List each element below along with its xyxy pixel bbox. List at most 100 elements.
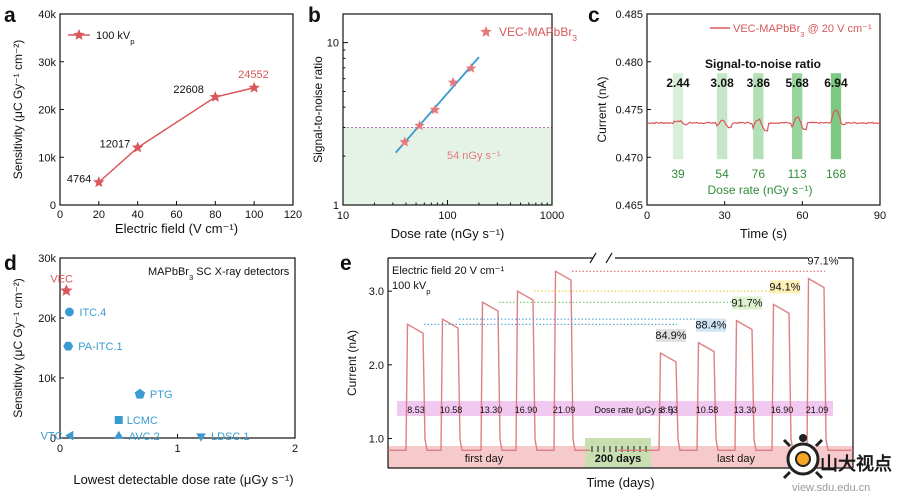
y-tick-label: 0	[50, 433, 56, 445]
chart-title-tail: SC X-ray detectors	[193, 266, 289, 278]
dose-label: Dose rate (nGy s⁻¹)	[707, 183, 812, 197]
y-tick-label: 0.470	[615, 152, 643, 164]
panel-d-plot: 0 1 2 0 10k 20k 30k Lowest detectable dose rate…	[11, 253, 298, 487]
x-tick-label: 0	[57, 209, 63, 221]
y-tick-label: 10k	[38, 152, 56, 164]
y-tick-label: 1	[333, 200, 339, 212]
point-itc-4	[64, 307, 74, 317]
tube-voltage-note: 100 kVp	[392, 280, 431, 296]
data-point	[209, 91, 221, 102]
point-label: VTC	[41, 431, 63, 443]
dose-rate-last: 13.30	[734, 405, 757, 415]
retention-value: 91.7%	[731, 298, 762, 310]
xray-on-window	[672, 73, 684, 160]
watermark-text: 山大视点	[820, 453, 892, 474]
x-tick-label: 20	[93, 209, 105, 221]
legend-marker	[73, 29, 85, 40]
x-axis-title: Dose rate (nGy s⁻¹)	[391, 226, 505, 241]
data-label: 4764	[67, 173, 91, 185]
x-tick-label: 1	[174, 443, 180, 455]
data-point	[248, 81, 260, 93]
retention-bg	[732, 296, 762, 310]
panel-a: a 0 20 40 60 80 100 120 0 10k 20k 30k 40k Electric f…	[4, 4, 302, 236]
xray-on-window	[791, 73, 803, 160]
x-tick-label: 0	[644, 210, 650, 222]
snr-value: 3.86	[747, 76, 771, 90]
panel-e-plot: 200 days first day last day 1.0 2.0 3.0 Time (…	[345, 252, 854, 490]
data-label: 22608	[173, 84, 204, 96]
x-tick-label: 0	[57, 443, 63, 455]
axis-break	[605, 252, 613, 264]
data-point	[447, 77, 459, 87]
point-label: AVC.2	[129, 431, 160, 443]
y-tick-label: 1.0	[369, 434, 384, 446]
watermark: 山大视点 view.sdu.edu.cn	[782, 434, 892, 494]
panel-c: c 0 30 60 90 0.465 0.470 0.475 0.480 0.485 Time (…	[588, 4, 886, 241]
panel-e: e 200 days first day last day 1.0 2.0 3.0 Time…	[340, 252, 854, 490]
chart-title-subscript: 3	[189, 273, 193, 282]
data-point	[132, 141, 144, 153]
gap-box	[585, 438, 651, 468]
point-ldsc-1	[196, 433, 206, 442]
first-day-label: first day	[465, 453, 504, 465]
data-point	[414, 120, 425, 131]
fit-line	[395, 56, 480, 154]
x-tick-label: 40	[132, 209, 144, 221]
dose-rate-first: 8.53	[407, 405, 425, 415]
x-tick-label: 1000	[540, 210, 564, 222]
dose-value: 54	[715, 167, 729, 181]
retention-bg	[696, 318, 726, 332]
point-ptg	[134, 388, 146, 399]
lod-annotation: 54 nGy s⁻¹	[447, 150, 501, 162]
x-tick-label: 60	[796, 210, 808, 222]
y-tick-label: 20k	[38, 313, 56, 325]
dose-rate-first: 16.90	[515, 405, 538, 415]
xray-on-window	[753, 73, 764, 160]
dose-value: 39	[671, 167, 685, 181]
series-line	[98, 87, 255, 183]
y-tick-label: 0.465	[615, 200, 643, 212]
y-axis-title: Current (nA)	[345, 330, 359, 396]
y-tick-label: 3.0	[369, 286, 384, 298]
snr-title: Signal-to-noise ratio	[705, 57, 821, 71]
dose-value: 113	[788, 167, 807, 181]
point-label: ITC.4	[79, 307, 106, 319]
retention-value: 94.1%	[769, 281, 800, 293]
data-label: 24552	[238, 69, 269, 81]
x-axis-title: Lowest detectable dose rate (μGy s⁻¹)	[73, 472, 293, 487]
legend-subscript: p	[130, 37, 134, 46]
current-trace-last	[618, 277, 853, 452]
x-tick-label: 80	[209, 209, 221, 221]
snr-value: 6.94	[824, 76, 848, 90]
dose-rate-label: Dose rate (μGy s⁻¹)	[595, 405, 674, 415]
xray-on-window	[830, 73, 842, 160]
chart-title: MAPbBr3 SC X-ray detectors	[148, 266, 290, 282]
point-label: PTG	[150, 389, 173, 401]
data-point	[429, 104, 441, 115]
y-tick-label: 40k	[38, 9, 56, 21]
legend-label: 100 kVp	[96, 30, 135, 46]
point-label: LDSC.1	[211, 431, 250, 443]
panel-label-e: e	[340, 252, 352, 275]
last-day-label: last day	[717, 453, 755, 465]
dose-rate-last: 10.58	[696, 405, 719, 415]
dose-value: 168	[826, 167, 846, 181]
noise-region	[343, 127, 552, 205]
snr-value: 3.08	[710, 76, 734, 90]
plot-frame	[59, 13, 294, 206]
x-tick-label: 100	[245, 209, 263, 221]
x-tick-label: 120	[284, 209, 302, 221]
y-tick-label: 10	[327, 38, 339, 50]
panel-label-d: d	[4, 252, 17, 275]
x-tick-label: 60	[170, 209, 182, 221]
y-axis-title: Sensitivity (μC Gy⁻¹ cm⁻²)	[11, 40, 25, 180]
data-point	[93, 176, 105, 188]
snr-value: 5.68	[785, 76, 809, 90]
dose-rate-last: 21.09	[806, 405, 829, 415]
gap-label: 200 days	[595, 453, 641, 465]
dose-rate-last: 16.90	[771, 405, 794, 415]
y-tick-label: 10k	[38, 373, 56, 385]
